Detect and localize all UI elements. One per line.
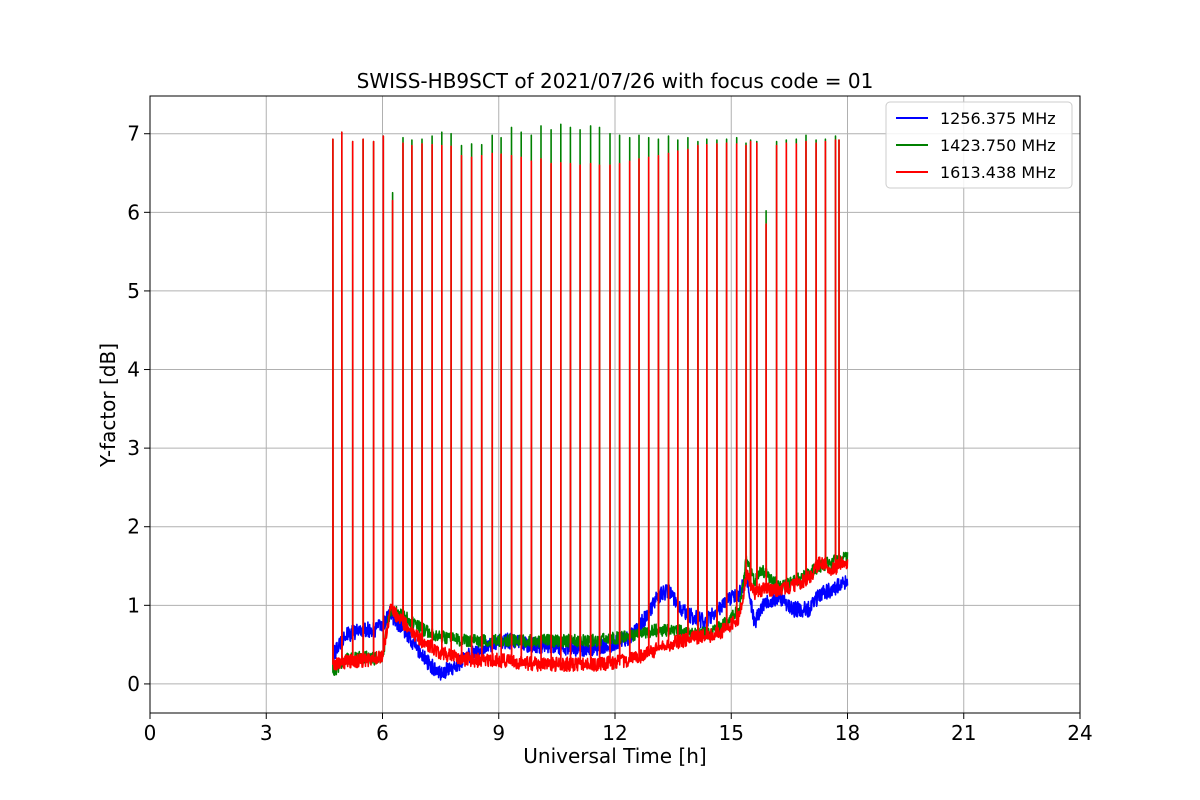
x-tick-label: 12 xyxy=(602,721,627,745)
legend-label-1613: 1613.438 MHz xyxy=(940,163,1056,182)
plot-area xyxy=(332,123,849,681)
y-tick-label: 7 xyxy=(127,122,140,146)
series-line xyxy=(332,131,849,672)
x-tick-label: 24 xyxy=(1067,721,1092,745)
x-tick-label: 3 xyxy=(260,721,273,745)
x-tick-label: 9 xyxy=(492,721,505,745)
legend-box xyxy=(885,101,1073,189)
y-tick-label: 6 xyxy=(127,200,140,224)
y-tick-label: 2 xyxy=(127,515,140,539)
y-tick-label: 0 xyxy=(127,672,140,696)
x-tick-label: 6 xyxy=(376,721,389,745)
legend-label-1256: 1256.375 MHz xyxy=(940,109,1056,128)
x-tick-label: 0 xyxy=(144,721,157,745)
x-tick-label: 15 xyxy=(719,721,744,745)
x-tick-label: 21 xyxy=(951,721,976,745)
x-axis-label: Universal Time [h] xyxy=(523,744,706,768)
legend-label-1423: 1423.750 MHz xyxy=(940,136,1056,155)
y-tick-label: 4 xyxy=(127,358,140,382)
x-tick-label: 18 xyxy=(835,721,860,745)
series-line xyxy=(332,123,849,676)
y-tick-label: 5 xyxy=(127,279,140,303)
legend: 1256.375 MHz 1423.750 MHz 1613.438 MHz xyxy=(885,101,1073,189)
series-1423.750 xyxy=(332,123,849,676)
y-axis-label: Y-factor [dB] xyxy=(96,343,120,468)
x-axis: 0 3 6 9 12 15 18 21 24 xyxy=(144,713,1093,745)
chart-title: SWISS-HB9SCT of 2021/07/26 with focus co… xyxy=(357,69,874,93)
y-axis: 0 1 2 3 4 5 6 7 xyxy=(127,122,150,696)
y-tick-label: 3 xyxy=(127,436,140,460)
y-tick-label: 1 xyxy=(127,593,140,617)
series-1613.438 xyxy=(332,131,849,672)
